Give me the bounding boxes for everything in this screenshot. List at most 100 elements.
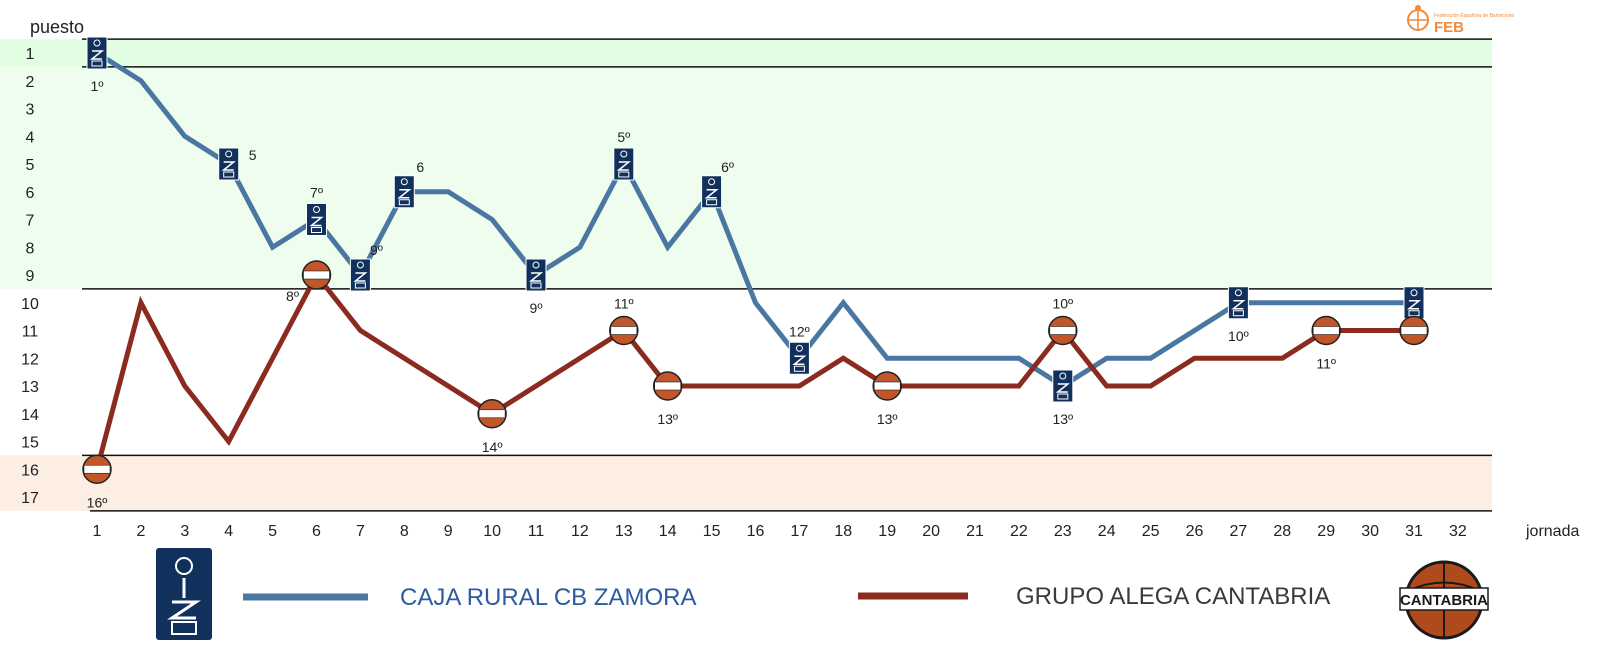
- x-tick-label: 20: [922, 523, 940, 540]
- x-axis-label: jornada: [1525, 523, 1579, 540]
- zamora-marker-z: [89, 50, 105, 60]
- zamora-marker-cb: [223, 171, 235, 178]
- point-label: 5º: [617, 129, 630, 145]
- zamora-marker: [393, 175, 415, 209]
- cantabria-marker: [609, 315, 639, 346]
- x-tick-label: 13: [615, 523, 633, 540]
- zamora-marker: [86, 36, 108, 70]
- point-label: 10º: [1228, 328, 1249, 344]
- y-tick-label: 7: [26, 213, 35, 230]
- zamora-marker: [1227, 286, 1249, 320]
- zamora-marker-ball: [532, 261, 540, 269]
- x-tick-label: 19: [878, 523, 896, 540]
- y-tick-label: 8: [26, 240, 35, 257]
- cantabria-marker: [1048, 315, 1078, 346]
- zamora-marker-ball: [225, 150, 233, 158]
- y-tick-label: 6: [26, 185, 35, 202]
- zamora-marker-icon: [701, 175, 723, 209]
- zamora-marker-z: [528, 272, 544, 282]
- point-label: 1º: [91, 78, 104, 94]
- point-label: 5: [249, 147, 257, 163]
- zamora-marker-icon: [349, 258, 371, 292]
- legend-zamora-logo: [156, 548, 212, 640]
- x-tick-label: 9: [444, 523, 453, 540]
- x-tick-label: 30: [1361, 523, 1379, 540]
- x-tick-label: 22: [1010, 523, 1028, 540]
- zamora-marker-icon: [218, 147, 240, 181]
- y-axis-label: puesto: [30, 17, 84, 37]
- band-3: [0, 455, 1492, 511]
- zamora-marker-z: [792, 355, 807, 365]
- zamora-marker-cb: [1232, 310, 1244, 317]
- position-bands: [0, 39, 1492, 511]
- y-tick-label: 10: [21, 296, 39, 313]
- zamora-marker-z: [353, 272, 368, 282]
- point-label: 13º: [657, 411, 678, 427]
- point-label: 6º: [721, 159, 734, 175]
- x-tick-label: 15: [703, 523, 721, 540]
- x-tick-label: 14: [659, 523, 677, 540]
- x-axis-ticks: 1 2 3 4 5 6 7 8 9 10 11 12 13 14 15 16 17 18 19 20 21 22 23 24 2…: [93, 523, 1467, 540]
- zamora-marker-z: [1231, 300, 1246, 310]
- zamora-marker: [613, 147, 635, 181]
- legend-cantabria-logo: CANTABRIA: [1399, 560, 1489, 640]
- x-tick-label: 31: [1405, 523, 1423, 540]
- x-tick-label: 18: [834, 523, 852, 540]
- series-markers: [82, 36, 1429, 484]
- zamora-marker: [306, 203, 327, 236]
- x-tick-label: 11: [528, 523, 545, 540]
- x-tick-label: 12: [571, 523, 589, 540]
- legend-label-cantabria: GRUPO ALEGA CANTABRIA: [1016, 583, 1330, 610]
- zamora-marker-ball: [708, 178, 716, 186]
- x-tick-label: 23: [1054, 523, 1072, 540]
- cantabria-marker: [301, 260, 332, 290]
- zamora-marker: [1403, 286, 1425, 320]
- cantabria-marker: [1311, 315, 1341, 346]
- y-tick-label: 4: [26, 129, 35, 146]
- zamora-marker-ball: [400, 178, 408, 186]
- y-tick-label: 13: [21, 379, 39, 396]
- point-label: 11º: [614, 296, 634, 312]
- point-label: 10º: [1052, 296, 1073, 312]
- zamora-marker-cb: [793, 365, 805, 372]
- zamora-marker-icon: [306, 203, 327, 236]
- cantabria-marker-band: [873, 381, 901, 391]
- zamora-marker-z: [704, 189, 719, 199]
- zamora-marker-z: [1055, 383, 1070, 393]
- x-tick-label: 2: [136, 523, 145, 540]
- cantabria-marker-band: [303, 270, 330, 280]
- x-tick-label: 29: [1317, 523, 1335, 540]
- point-label: 14º: [482, 439, 503, 455]
- x-tick-label: 10: [483, 523, 501, 540]
- x-tick-label: 28: [1273, 523, 1291, 540]
- point-label: 8º: [286, 288, 299, 304]
- basketball-icon: [1407, 5, 1429, 31]
- zamora-marker-cb: [398, 199, 410, 206]
- zamora-marker-icon: [525, 258, 547, 292]
- x-tick-label: 25: [1142, 523, 1160, 540]
- x-tick-label: 27: [1230, 523, 1248, 540]
- cantabria-marker-band: [478, 409, 506, 419]
- feb-logo-subtitle: Federación Española de Baloncesto: [1434, 13, 1515, 19]
- y-tick-label: 2: [26, 74, 35, 91]
- y-tick-label: 14: [21, 407, 39, 424]
- x-tick-label: 32: [1449, 523, 1467, 540]
- x-tick-label: 8: [400, 523, 409, 540]
- cantabria-marker: [1399, 315, 1429, 346]
- point-label: 16º: [87, 494, 108, 510]
- x-tick-label: 17: [791, 523, 809, 540]
- zamora-marker-icon: [1227, 286, 1249, 320]
- x-tick-label: 5: [268, 523, 277, 540]
- feb-logo-title: FEB: [1434, 19, 1464, 36]
- zamora-marker-z: [1406, 300, 1422, 310]
- point-label: 12º: [789, 323, 810, 339]
- point-label: 6: [416, 159, 424, 175]
- x-tick-label: 6: [312, 523, 321, 540]
- zamora-marker: [1052, 369, 1074, 403]
- zamora-marker-ball: [313, 206, 320, 213]
- zamora-marker-z: [221, 161, 236, 171]
- x-tick-label: 16: [747, 523, 765, 540]
- y-tick-label: 5: [26, 157, 35, 174]
- cantabria-marker: [477, 399, 507, 429]
